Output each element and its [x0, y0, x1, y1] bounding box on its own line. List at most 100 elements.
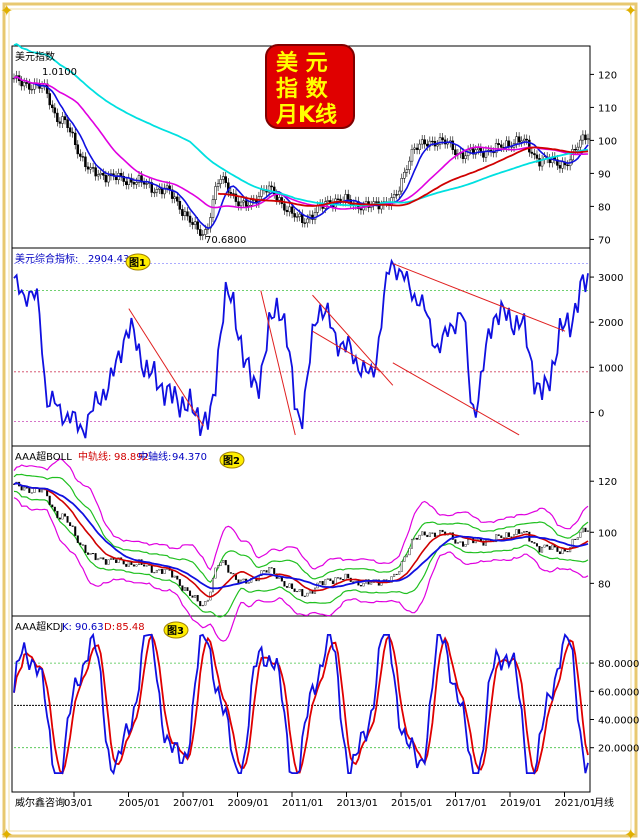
candle-body — [71, 131, 74, 134]
candle-body — [303, 222, 307, 224]
candle-body — [94, 167, 97, 177]
candle-body — [298, 213, 301, 217]
boll-candle — [204, 601, 207, 606]
panel-1-series — [12, 43, 590, 241]
candle-body — [349, 199, 352, 205]
y-tick-label: 80.0000 — [598, 659, 639, 670]
candle-body — [566, 164, 569, 167]
candle-body — [479, 147, 483, 152]
y-tick-label: 120 — [598, 70, 617, 81]
panel-1-name: 美元指数 — [15, 50, 55, 63]
boll-candle — [273, 568, 276, 574]
boll-candle — [41, 489, 44, 493]
candle-body — [76, 144, 80, 155]
boll-lower-outer-line — [13, 497, 589, 642]
candle-body — [346, 194, 350, 200]
candle-body — [397, 190, 401, 195]
boll-candle — [502, 537, 505, 539]
boll-candle — [433, 532, 436, 537]
corner-star-tl: ✦ — [0, 1, 13, 20]
candle-body — [290, 206, 294, 214]
candle-body — [405, 169, 409, 173]
candle-body — [81, 156, 85, 158]
panel-3-ma-value: 94.370 — [172, 452, 207, 463]
boll-candle — [505, 532, 508, 538]
panel-4-k-value: 90.63 — [75, 622, 104, 633]
badge-1: 图1 — [125, 253, 151, 271]
boll-candle — [362, 582, 365, 587]
candle-body — [423, 139, 426, 145]
badge-2-text: 图2 — [223, 455, 240, 467]
candle-body — [288, 206, 291, 213]
boll-candle — [84, 544, 87, 553]
candle-body — [530, 151, 534, 154]
boll-candle — [546, 544, 549, 547]
boll-candle — [329, 578, 332, 581]
candle-body — [170, 189, 174, 199]
boll-candle — [454, 539, 457, 544]
candle-body — [441, 137, 444, 141]
boll-candle — [206, 599, 209, 602]
candle-body — [500, 144, 503, 148]
boll-candle — [153, 572, 156, 574]
boll-candle — [66, 516, 69, 523]
candle-body — [375, 201, 378, 203]
candle-body — [158, 187, 161, 190]
boll-candle — [189, 590, 192, 596]
candle-body — [313, 212, 317, 220]
candle-body — [267, 185, 271, 193]
axis-ticks: 70 80 90 100 110 120 0 1000 2000 3000 80 100 120 20.0… — [590, 70, 639, 755]
boll-candle — [109, 557, 112, 560]
candle-body — [581, 134, 585, 141]
ma-blue-line — [13, 75, 589, 230]
boll-candle — [219, 562, 222, 566]
candle-body — [403, 172, 406, 179]
candle-body — [191, 222, 194, 225]
candle-body — [63, 116, 67, 121]
boll-candle — [451, 532, 454, 540]
panel-3-mid-value: 98.892 — [114, 452, 149, 463]
boll-candle — [69, 522, 72, 527]
boll-candle — [268, 567, 271, 573]
candle-body — [211, 199, 215, 218]
boll-candle — [28, 488, 31, 493]
ma-cyan-line — [13, 43, 589, 207]
boll-candle — [418, 534, 421, 540]
boll-candle — [285, 586, 288, 588]
x-tick-label: 2019/01 — [500, 798, 542, 809]
candle-body — [260, 189, 263, 197]
boll-candle — [229, 572, 232, 574]
boll-candle — [86, 552, 89, 555]
candle-body — [229, 192, 233, 194]
boll-candle — [211, 577, 214, 593]
y-tick-label: 100 — [598, 136, 617, 147]
boll-candle — [265, 570, 268, 573]
candle-body — [25, 82, 29, 84]
boll-candle — [421, 531, 424, 536]
candle-body — [216, 183, 220, 187]
candle-body — [127, 177, 131, 185]
candle-body — [153, 191, 156, 194]
boll-candle — [89, 553, 92, 555]
inner-frame — [8, 8, 632, 832]
panel-2-name: 美元综合指标: — [15, 252, 78, 265]
y-tick-label: 40.0000 — [598, 716, 639, 727]
candle-body — [53, 107, 57, 114]
title-box: 美 元 指 数 月K线 — [265, 44, 355, 129]
candle-body — [535, 154, 539, 159]
panel-3-ma-label: 中轴线: — [138, 450, 171, 463]
boll-candle — [48, 495, 51, 506]
candle-body — [410, 149, 414, 162]
candle-body — [28, 83, 31, 90]
candle-body — [91, 167, 95, 169]
boll-candle — [518, 529, 521, 534]
panel-2-series — [13, 258, 589, 439]
y-tick-label: 80 — [598, 579, 611, 590]
boll-candle — [242, 578, 245, 581]
badge-1-text: 图1 — [129, 257, 146, 269]
panel-3-mid-label: 中轨线: — [78, 450, 111, 463]
y-tick-label: 20.0000 — [598, 744, 639, 755]
candle-body — [436, 144, 439, 147]
boll-candle — [523, 531, 526, 533]
candle-body — [61, 116, 64, 124]
